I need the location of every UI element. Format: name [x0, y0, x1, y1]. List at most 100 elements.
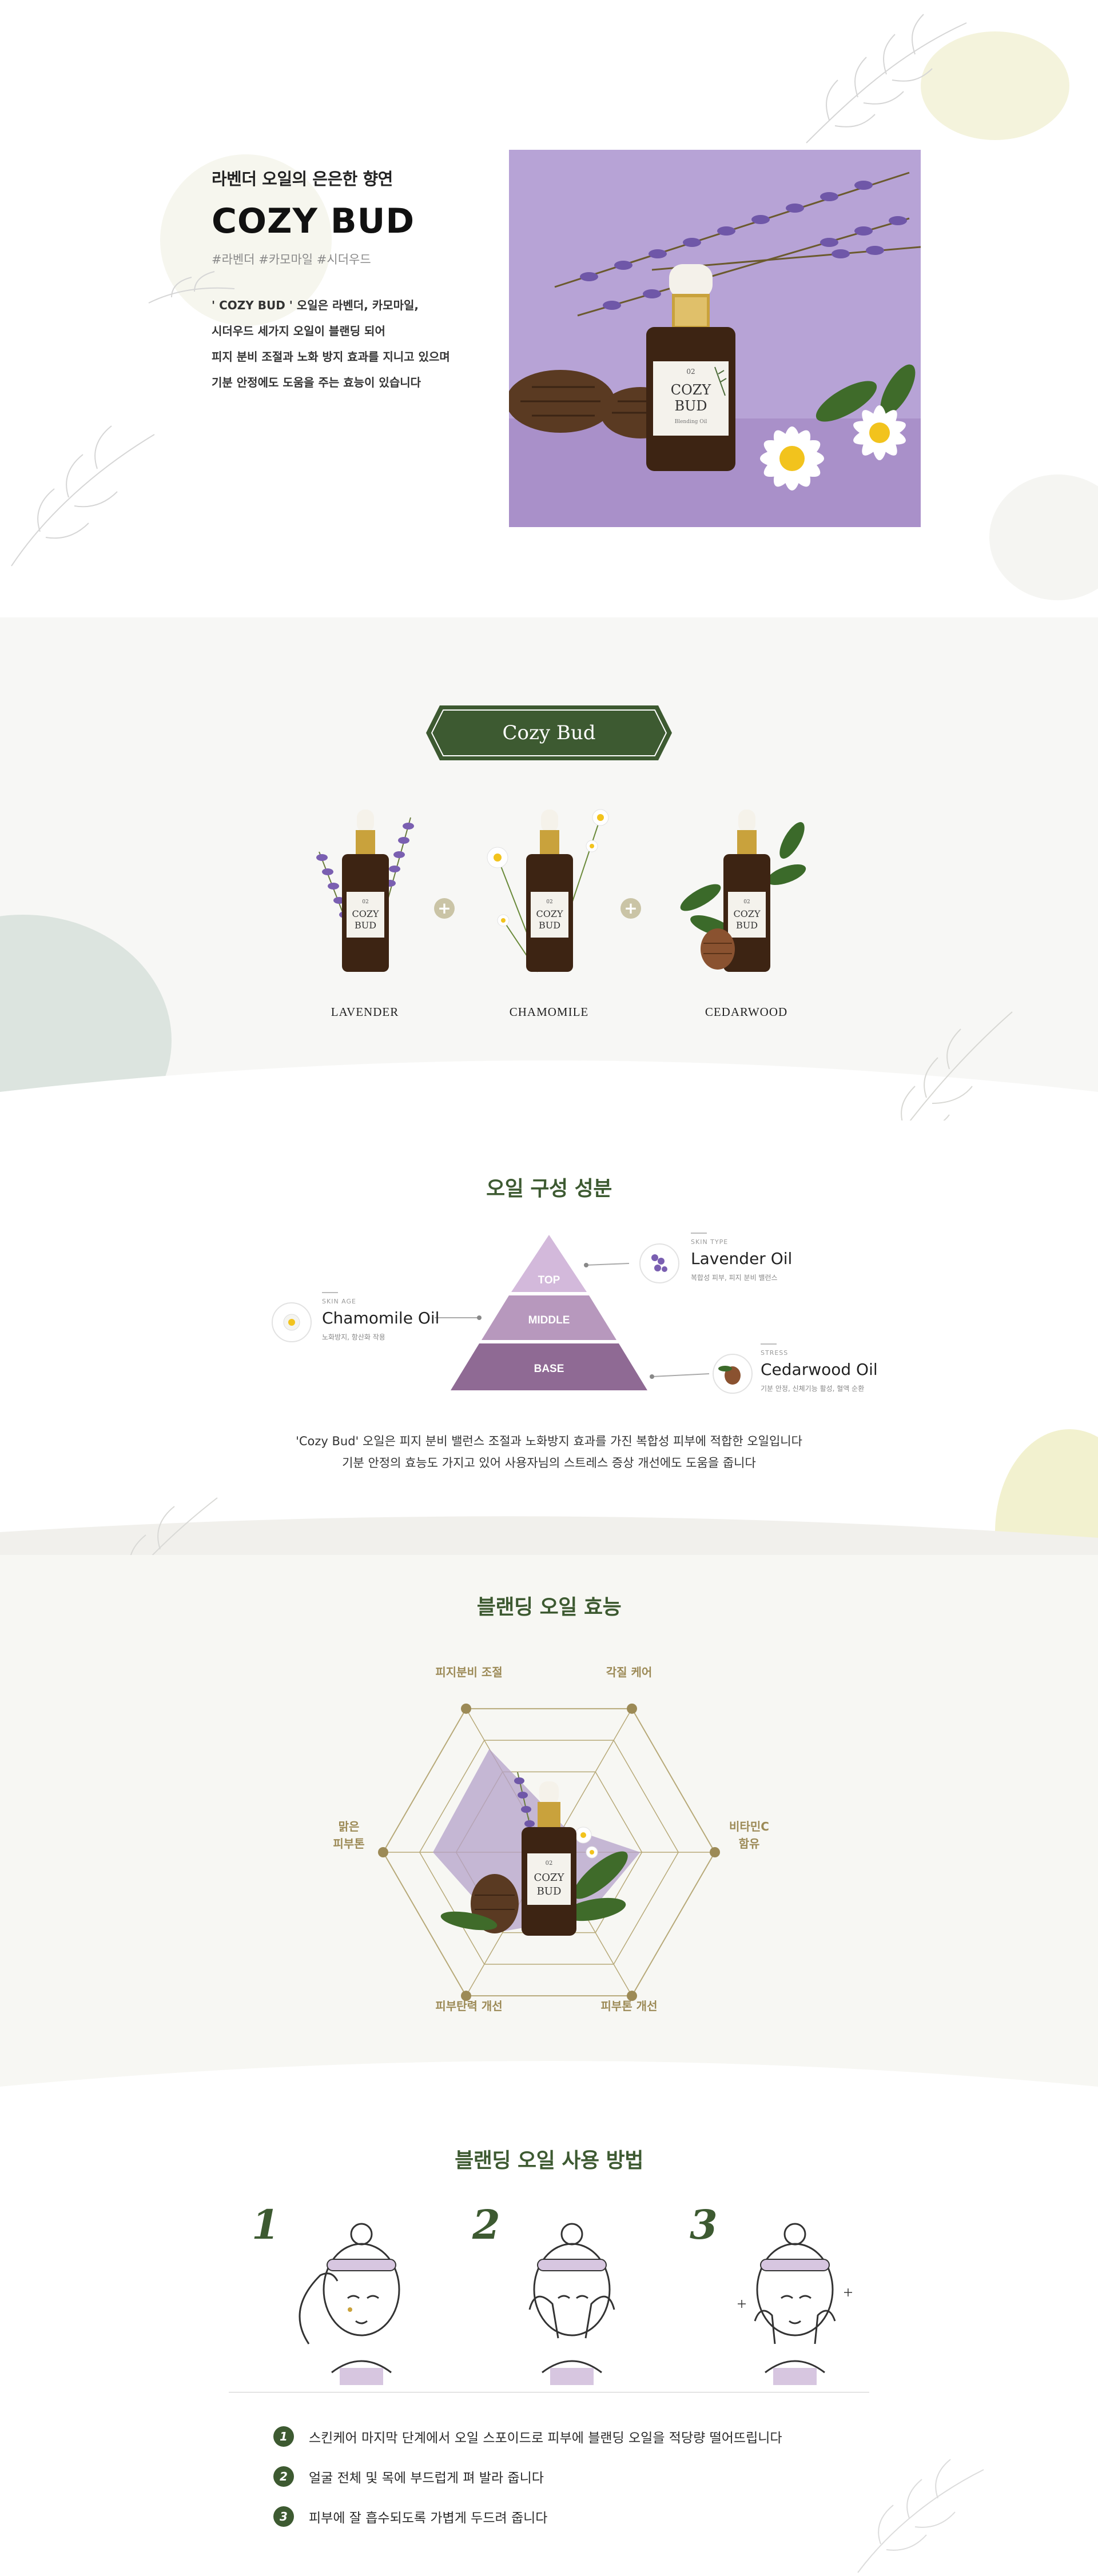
background-decoration-icon: [0, 2061, 1098, 2127]
oil-description: 노화방지, 항산화 작용: [322, 1333, 385, 1341]
ingredient-chamomile: 02 COZY BUD CHAMOMILE: [480, 806, 618, 1019]
components-title: 오일 구성 성분: [486, 1177, 612, 1201]
chamomile-icon: [272, 1302, 312, 1342]
instruction-text: 피부에 잘 흡수되도록 가볍게 두드려 줍니다: [309, 2511, 548, 2526]
hero-text-block: 라벤더 오일의 은은한 향연 COZY BUD #라벤더 #카모마일 #시더우드…: [212, 166, 509, 396]
daisy-icon: [760, 405, 906, 491]
background-decoration-icon: [0, 915, 1098, 1120]
oil-name: Lavender Oil: [691, 1249, 793, 1268]
product-scene-image: 02 COZY BUD Blending Oil: [509, 150, 921, 527]
pyramid-top-tier: [511, 1235, 587, 1292]
oil-category: STRESS: [761, 1349, 789, 1357]
pyramid-base-tier: [451, 1343, 647, 1390]
effect-label-top-right: 각질 케어: [606, 1665, 653, 1679]
divider: [322, 1292, 338, 1293]
bottle-label-line1: COZY: [671, 382, 712, 398]
effect-label-line: 피부톤: [333, 1837, 365, 1851]
badge-label: Cozy Bud: [502, 721, 596, 744]
ingredient-label: CHAMOMILE: [509, 1005, 589, 1019]
ingredient-label: CEDARWOOD: [705, 1005, 788, 1019]
face-pat-skin-icon: [738, 2223, 852, 2385]
plus-icon: +: [620, 898, 641, 919]
oil-effects-section: 블랜딩 오일 효능 02 COZY BUD 피지분비 조절: [0, 1555, 1098, 2127]
effect-label-line: 비타민C: [729, 1820, 769, 1833]
face-apply-dropper-icon: [299, 2223, 400, 2385]
components-description-line: 기분 안정의 효능도 가지고 있어 사용자님의 스트레스 증상 개선에도 도움을…: [342, 1456, 756, 1470]
radar-vertex-dot: [461, 1703, 471, 1714]
effect-label-line: 함유: [738, 1837, 760, 1851]
hero-description-line: 기분 안정에도 도움을 주는 효능이 있습니다: [212, 376, 421, 389]
pyramid-top-label: TOP: [538, 1274, 560, 1286]
bottle-label-mark: 02: [546, 899, 552, 905]
cedarwood-bottle-icon: 02 COZY BUD: [680, 810, 806, 972]
hero-section: 라벤더 오일의 은은한 향연 COZY BUD #라벤더 #카모마일 #시더우드…: [0, 0, 1098, 617]
instruction-item: 1 스킨케어 마지막 단계에서 오일 스포이드로 피부에 블랜딩 오일을 적당량…: [273, 2426, 782, 2447]
face-spread-oil-icon: [528, 2223, 615, 2385]
oil-category: SKIN AGE: [322, 1298, 356, 1305]
hero-description-line: 시더우드 세가지 오일이 블랜딩 되어: [212, 324, 385, 338]
effect-label-bottom-left: 피부탄력 개선: [435, 1999, 503, 2013]
hero-description-line: 피지 분비 조절과 노화 방지 효과를 지니고 있으며: [212, 350, 450, 364]
oil-name: Chamomile Oil: [322, 1309, 440, 1327]
lavender-oil-info: SKIN TYPE Lavender Oil 복합성 피부, 피지 분비 밸런스: [691, 1233, 792, 1282]
oil-description: 복합성 피부, 피지 분비 밸런스: [691, 1274, 778, 1282]
ingredient-composition-section: Cozy Bud 02 COZY BUD LAVENDER +: [0, 617, 1098, 1120]
oil-category: SKIN TYPE: [691, 1238, 729, 1246]
bottle-label-line1: COZY: [733, 908, 760, 919]
divider: [691, 1233, 707, 1234]
effect-label-line: 맑은: [338, 1820, 360, 1833]
radar-vertex-dot: [627, 1991, 637, 2001]
bottle-label-mark: 02: [362, 899, 368, 905]
oil-name: Cedarwood Oil: [761, 1360, 878, 1379]
effect-label-left: 맑은 피부톤: [309, 1818, 389, 1852]
hero-description: ' COZY BUD ' 오일은 라벤더, 카모마일, 시더우드 세가지 오일이…: [212, 293, 509, 396]
bottle-label-line2: BUD: [674, 398, 707, 414]
hero-title: COZY BUD: [212, 201, 415, 241]
radar-vertex-dot: [461, 1991, 471, 2001]
chamomile-oil-info: SKIN AGE Chamomile Oil 노화방지, 항산화 작용: [322, 1292, 439, 1342]
cedarwood-icon: [713, 1354, 753, 1394]
instruction-text: 얼굴 전체 및 목에 부드럽게 펴 발라 줍니다: [309, 2471, 544, 2486]
leaf-decoration-icon: [11, 14, 1098, 600]
lavender-bottle-icon: 02 COZY BUD: [316, 810, 414, 972]
effect-label-top-left: 피지분비 조절: [435, 1665, 503, 1679]
step-number: 3: [690, 2201, 718, 2248]
step-number: 2: [472, 2201, 500, 2248]
ingredient-lavender: 02 COZY BUD LAVENDER: [296, 806, 433, 1019]
components-description: 'Cozy Bud' 오일은 피지 분비 밸런스 조절과 노화방지 효과를 가진…: [0, 1430, 1098, 1474]
pyramid-base-label: BASE: [534, 1363, 564, 1375]
bottle-label-line2: BUD: [355, 920, 376, 931]
radar-vertex-dot: [378, 1847, 388, 1857]
usage-title: 블랜딩 오일 사용 방법: [455, 2149, 643, 2172]
effects-radar-chart: 02 COZY BUD: [378, 1703, 720, 2001]
connector-lines: [272, 1243, 753, 1394]
background-decoration-icon: [0, 1429, 1098, 1555]
badge-frame-icon: [426, 705, 672, 760]
instruction-number: 2: [273, 2466, 294, 2487]
usage-section: 블랜딩 오일 사용 방법 1 2 3: [0, 2127, 1098, 2576]
bottle-label-line2: BUD: [736, 920, 758, 931]
bottle-label-mark: 02: [743, 899, 750, 905]
bottle-label-line2: BUD: [539, 920, 560, 931]
radar-vertex-dot: [710, 1847, 720, 1857]
ingredient-label: LAVENDER: [331, 1005, 399, 1019]
bottle-label-sub: Blending Oil: [675, 419, 707, 425]
radar-vertex-dots: [378, 1703, 720, 2001]
hero-subtitle: 라벤더 오일의 은은한 향연: [212, 169, 393, 189]
plus-icon: +: [434, 898, 455, 919]
hero-tags: #라벤더 #카모마일 #시더우드: [212, 253, 371, 266]
instruction-number: 1: [273, 2426, 294, 2447]
oil-pyramid-diagram: TOP MIDDLE BASE: [451, 1235, 647, 1390]
oil-description: 기분 안정, 신체기능 활성, 혈액 순환: [761, 1385, 865, 1393]
instruction-text: 스킨케어 마지막 단계에서 오일 스포이드로 피부에 블랜딩 오일을 적당량 떨…: [309, 2431, 782, 2446]
pyramid-middle-tier: [482, 1295, 616, 1340]
bottle-label-line1: COZY: [352, 908, 379, 919]
background-decoration-icon: [857, 2459, 984, 2573]
bottle-label-line1: COZY: [534, 1872, 565, 1884]
effect-label-bottom-right: 피부톤 개선: [600, 1999, 658, 2013]
ingredient-cedarwood: 02 COZY BUD CEDARWOOD: [678, 806, 815, 1019]
bottle-label-mark: 02: [686, 368, 695, 376]
radar-vertex-dot: [627, 1703, 637, 1714]
center-product-image: 02 COZY BUD: [440, 1772, 628, 1936]
pyramid-middle-label: MIDDLE: [528, 1314, 570, 1326]
